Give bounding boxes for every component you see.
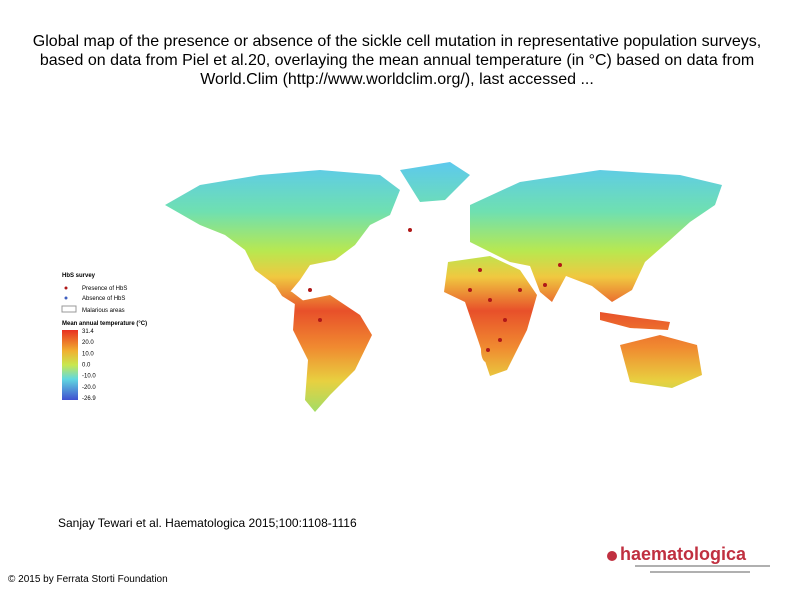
survey-point <box>468 288 472 292</box>
scale-label: 10.0 <box>82 351 94 357</box>
logo-text: haematologica <box>620 544 747 564</box>
logo-mark <box>607 551 617 561</box>
legend-title: HbS survey <box>62 273 96 279</box>
survey-point <box>318 318 322 322</box>
color-scale <box>62 330 78 400</box>
north-america <box>165 170 400 292</box>
survey-point <box>543 283 547 287</box>
survey-point <box>308 288 312 292</box>
legend-title: Mean annual temperature (°C) <box>62 321 147 327</box>
africa <box>444 256 537 376</box>
scale-label: 31.4 <box>82 329 94 335</box>
logo-subline <box>635 565 770 567</box>
legend-swatch <box>64 296 68 300</box>
survey-point <box>478 268 482 272</box>
citation: Sanjay Tewari et al. Haematologica 2015;… <box>58 516 357 530</box>
survey-point <box>488 298 492 302</box>
survey-point <box>408 228 412 232</box>
greenland <box>400 162 470 202</box>
scale-label: 0.0 <box>82 363 91 369</box>
survey-points <box>308 228 562 352</box>
logo-subline <box>650 571 750 573</box>
survey-point <box>486 348 490 352</box>
eurasia <box>470 170 722 302</box>
survey-point <box>518 288 522 292</box>
slide-title: Global map of the presence or absence of… <box>32 33 762 88</box>
south-america <box>293 295 372 412</box>
legend-label: Presence of HbS <box>82 286 127 292</box>
scale-label: -26.9 <box>82 396 96 402</box>
scale-label: -10.0 <box>82 374 96 380</box>
copyright: © 2015 by Ferrata Storti Foundation <box>8 574 168 585</box>
map-legend: HbS survey Presence of HbS Absence of Hb… <box>61 273 147 402</box>
legend-swatch <box>64 286 68 290</box>
legend-label: Malarious areas <box>82 308 125 314</box>
survey-point <box>498 338 502 342</box>
scale-label: 20.0 <box>82 340 94 346</box>
journal-logo: haematologica <box>607 544 770 573</box>
indonesia <box>600 312 670 330</box>
continents <box>165 162 722 412</box>
central-america <box>275 285 305 306</box>
survey-point <box>503 318 507 322</box>
scale-label: -20.0 <box>82 385 96 391</box>
survey-point <box>558 263 562 267</box>
legend-label: Absence of HbS <box>82 296 125 302</box>
australia <box>620 335 702 388</box>
legend-swatch <box>61 305 77 313</box>
